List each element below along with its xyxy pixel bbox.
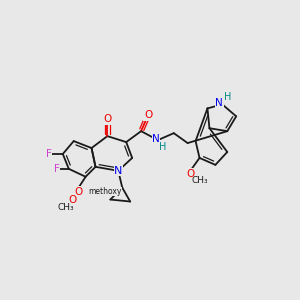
Text: O: O (144, 110, 152, 120)
Text: N: N (152, 134, 160, 144)
Text: O: O (74, 187, 83, 196)
Text: F: F (54, 164, 60, 174)
Text: N: N (215, 98, 223, 108)
Text: CH₃: CH₃ (58, 203, 74, 212)
Text: O: O (187, 169, 195, 179)
Text: H: H (224, 92, 231, 101)
Text: F: F (46, 149, 52, 159)
Text: methoxy: methoxy (88, 187, 122, 196)
Text: N: N (114, 166, 122, 176)
Text: CH₃: CH₃ (191, 176, 208, 185)
Text: H: H (159, 142, 167, 152)
Text: O: O (69, 194, 77, 205)
Text: O: O (103, 114, 112, 124)
